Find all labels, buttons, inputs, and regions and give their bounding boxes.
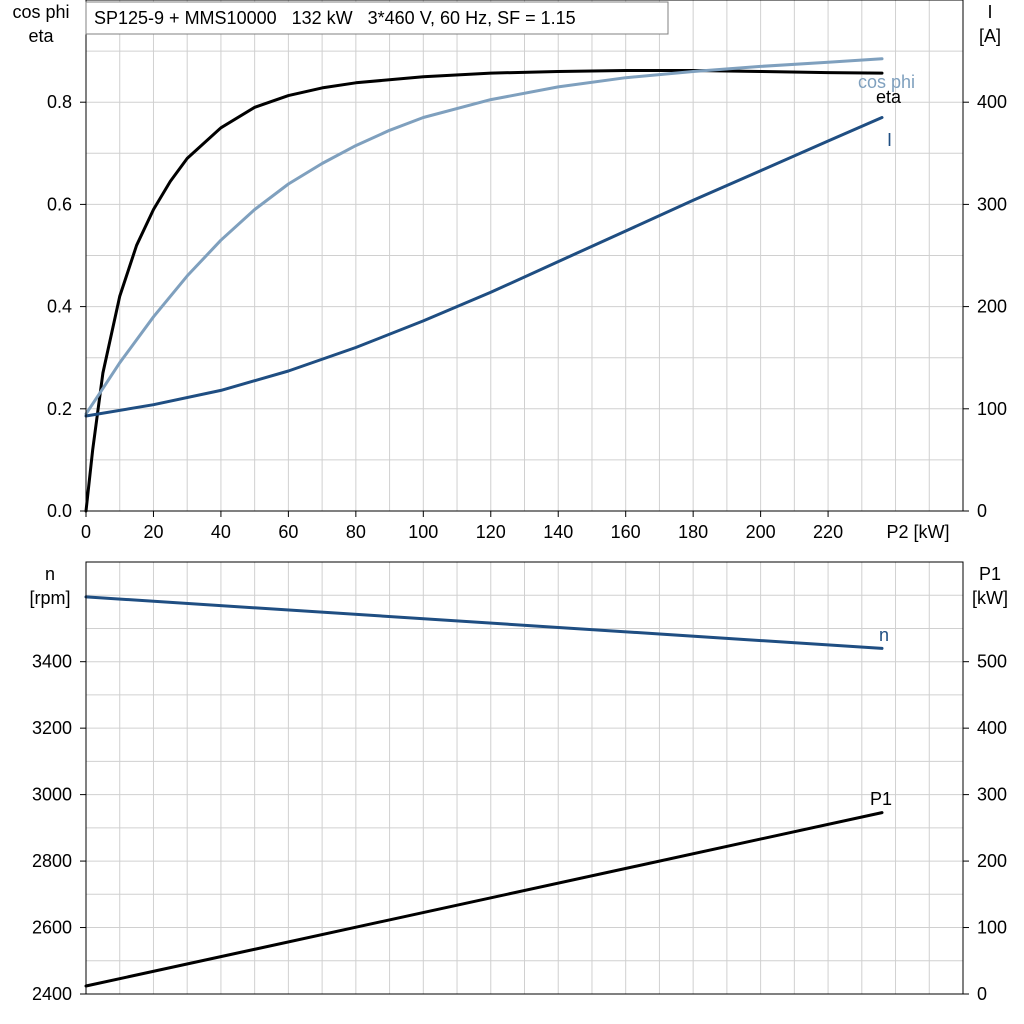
y-left-label-line1: cos phi bbox=[12, 2, 69, 22]
y-left-tick-label: 0.2 bbox=[47, 399, 72, 419]
x-tick-label: 100 bbox=[408, 522, 438, 542]
y-left-tick-label: 0.4 bbox=[47, 297, 72, 317]
x-tick-label: 120 bbox=[476, 522, 506, 542]
x-tick-label: 80 bbox=[346, 522, 366, 542]
y-right-tick-label: 500 bbox=[977, 652, 1007, 672]
y-right-tick-label: 200 bbox=[977, 297, 1007, 317]
x-tick-label: 60 bbox=[278, 522, 298, 542]
plot-frame bbox=[85, 0, 964, 512]
y-right-label-line2-bottom: [kW] bbox=[972, 588, 1008, 608]
series-label-i: I bbox=[887, 130, 892, 150]
chart-title-box bbox=[85, 1, 669, 35]
series-label-cos-phi: cos phi bbox=[858, 72, 915, 92]
series-label-eta: eta bbox=[876, 87, 902, 107]
series-line-p1 bbox=[84, 811, 884, 988]
y-right-label-line1: I bbox=[987, 2, 992, 22]
y-right-tick-label: 400 bbox=[977, 718, 1007, 738]
y-left-tick-label: 3400 bbox=[32, 652, 72, 672]
y-right-label-line2: [A] bbox=[979, 26, 1001, 46]
y-left-tick-label: 0.8 bbox=[47, 92, 72, 112]
x-tick-label: 140 bbox=[543, 522, 573, 542]
y-right-tick-label: 400 bbox=[977, 92, 1007, 112]
y-right-tick-label: 100 bbox=[977, 399, 1007, 419]
series-label-n: n bbox=[879, 625, 889, 645]
series-line-n bbox=[84, 595, 884, 650]
x-tick-label: 0 bbox=[81, 522, 91, 542]
y-right-tick-label: 300 bbox=[977, 785, 1007, 805]
x-tick-label: 220 bbox=[813, 522, 843, 542]
y-left-label-line2-bottom: [rpm] bbox=[29, 588, 70, 608]
y-right-tick-label: 300 bbox=[977, 194, 1007, 214]
y-right-tick-label: 0 bbox=[977, 501, 987, 521]
y-left-tick-label: 2400 bbox=[32, 984, 72, 1004]
x-tick-label: 20 bbox=[143, 522, 163, 542]
y-left-tick-label: 0.0 bbox=[47, 501, 72, 521]
series-line-i bbox=[84, 116, 884, 418]
series-line-eta bbox=[84, 69, 884, 513]
series-line-cos-phi bbox=[84, 57, 884, 416]
x-tick-label: 40 bbox=[211, 522, 231, 542]
x-tick-label: 160 bbox=[611, 522, 641, 542]
x-tick-label: 200 bbox=[746, 522, 776, 542]
y-left-tick-label: 3200 bbox=[32, 718, 72, 738]
plot-frame bbox=[85, 561, 964, 995]
y-left-label-line1-bottom: n bbox=[45, 564, 55, 584]
y-right-tick-label: 200 bbox=[977, 851, 1007, 871]
y-left-tick-label: 2600 bbox=[32, 918, 72, 938]
y-left-tick-label: 2800 bbox=[32, 851, 72, 871]
y-right-tick-label: 0 bbox=[977, 984, 987, 1004]
y-left-tick-label: 3000 bbox=[32, 785, 72, 805]
chart-title: SP125-9 + MMS10000 132 kW 3*460 V, 60 Hz… bbox=[94, 8, 576, 28]
y-left-tick-label: 0.6 bbox=[47, 194, 72, 214]
x-tick-label: 180 bbox=[678, 522, 708, 542]
y-left-label-line2: eta bbox=[28, 26, 54, 46]
y-right-label-line1-bottom: P1 bbox=[979, 564, 1001, 584]
y-right-tick-label: 100 bbox=[977, 918, 1007, 938]
series-label-p1: P1 bbox=[870, 789, 892, 809]
x-axis-label: P2 [kW] bbox=[886, 522, 949, 542]
